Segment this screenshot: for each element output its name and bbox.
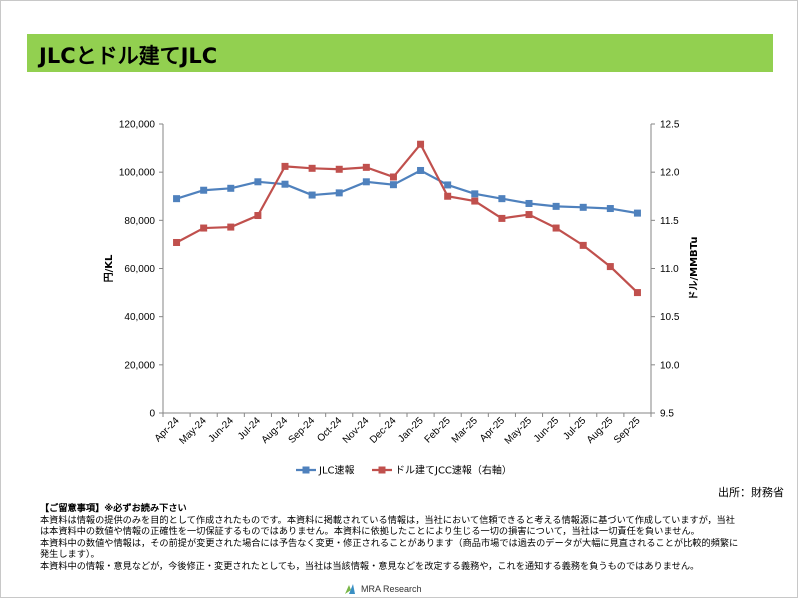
legend: JLC速報 ドル建てJCC速報（右軸） bbox=[296, 464, 512, 477]
x-tick-label: Jun-24 bbox=[206, 415, 236, 445]
data-point bbox=[335, 189, 343, 197]
data-point bbox=[525, 199, 533, 207]
x-tick-label: May-24 bbox=[177, 415, 209, 447]
x-tick-label: Jan-25 bbox=[396, 415, 426, 445]
title-bar: JLCとドル建てJLC bbox=[27, 34, 773, 72]
page-title: JLCとドル建てJLC bbox=[39, 44, 218, 68]
x-tick-label: May-25 bbox=[503, 415, 535, 447]
data-point bbox=[579, 203, 587, 211]
data-point bbox=[308, 191, 316, 199]
disclaimer-line: 本資料は情報の提供のみを目的として作成されたものです。本資料に掲載されている情報… bbox=[40, 514, 735, 526]
left-tick-label: 0 bbox=[149, 409, 155, 420]
disclaimer-line: 本資料中の情報・意見などが，今後修正・変更されたとしても，当社は当該情報・意見な… bbox=[40, 560, 700, 572]
x-tick-label: Mar-25 bbox=[450, 415, 480, 445]
data-point bbox=[227, 223, 235, 231]
left-axis-ticks: 0 20,000 40,000 60,000 80,000 100,000 120,000 bbox=[119, 120, 163, 420]
data-point bbox=[362, 163, 370, 171]
legend-label: ドル建てJCC速報（右軸） bbox=[395, 464, 512, 477]
x-tick-label: Oct-24 bbox=[315, 415, 344, 444]
disclaimer-line: 発生します）。 bbox=[40, 549, 100, 561]
x-tick-label: Sep-24 bbox=[287, 415, 318, 446]
data-point bbox=[633, 209, 641, 217]
x-tick-label: Nov-24 bbox=[341, 415, 372, 446]
data-point bbox=[254, 178, 262, 186]
data-point bbox=[362, 178, 370, 186]
x-tick-label: Dec-24 bbox=[368, 415, 399, 446]
data-point bbox=[498, 195, 506, 203]
right-axis-title: ドル/MMBTu bbox=[688, 236, 700, 300]
data-point bbox=[552, 202, 560, 210]
data-point bbox=[173, 238, 181, 246]
data-point bbox=[200, 224, 208, 232]
legend-marker bbox=[302, 466, 310, 474]
disclaimer-line: 本資料中の数値や情報は，その前提が変更された場合には予告なく変更・修正されること… bbox=[40, 537, 739, 549]
right-axis-ticks: 9.5 10.0 10.5 11.0 11.5 12.0 12.5 bbox=[651, 120, 680, 420]
data-point bbox=[389, 181, 397, 189]
x-tick-label: Jun-25 bbox=[532, 415, 562, 445]
data-point bbox=[606, 263, 614, 271]
right-tick-label: 12.5 bbox=[660, 120, 680, 131]
series-layer bbox=[173, 140, 641, 297]
right-tick-label: 10.0 bbox=[660, 360, 680, 371]
data-point bbox=[552, 224, 560, 232]
data-point bbox=[579, 241, 587, 249]
data-point bbox=[417, 140, 425, 148]
legend-label: JLC速報 bbox=[318, 465, 355, 477]
data-point bbox=[335, 165, 343, 173]
left-tick-label: 80,000 bbox=[124, 216, 155, 227]
source-note: 出所：財務省 bbox=[718, 486, 784, 499]
data-point bbox=[389, 173, 397, 181]
logo-text: MRA Research bbox=[361, 584, 422, 594]
data-point bbox=[444, 181, 452, 189]
left-tick-label: 40,000 bbox=[124, 312, 155, 323]
right-tick-label: 9.5 bbox=[660, 409, 674, 420]
left-tick-label: 60,000 bbox=[124, 264, 155, 275]
data-point bbox=[281, 162, 289, 170]
x-tick-label: Sep-25 bbox=[612, 415, 643, 446]
disclaimer-line: は本資料中の数値や情報の正確性を一切保証するものではありません。本資料に依拠した… bbox=[40, 526, 700, 538]
data-point bbox=[254, 212, 262, 220]
data-point bbox=[308, 164, 316, 172]
data-point bbox=[498, 214, 506, 222]
right-tick-label: 10.5 bbox=[660, 312, 680, 323]
data-point bbox=[200, 186, 208, 194]
right-tick-label: 12.0 bbox=[660, 168, 680, 179]
data-point bbox=[173, 195, 181, 203]
data-point bbox=[525, 211, 533, 219]
x-tick-label: Aug-25 bbox=[585, 415, 616, 446]
data-point bbox=[444, 192, 452, 200]
right-tick-label: 11.5 bbox=[660, 216, 679, 227]
left-axis-title: 円/KL bbox=[103, 254, 115, 282]
x-tick-label: Aug-24 bbox=[260, 415, 291, 446]
data-point bbox=[606, 205, 614, 213]
data-point bbox=[281, 180, 289, 188]
disclaimer: 【ご留意事項】※必ずお読み下さい 本資料は情報の提供のみを目的として作成されたも… bbox=[40, 503, 770, 573]
data-point bbox=[227, 184, 235, 192]
left-tick-label: 20,000 bbox=[124, 360, 155, 371]
logo-mark-icon bbox=[345, 584, 355, 594]
x-tick-label: Feb-25 bbox=[423, 415, 453, 445]
left-tick-label: 120,000 bbox=[119, 120, 156, 131]
left-tick-label: 100,000 bbox=[119, 168, 156, 179]
series-line bbox=[176, 143, 639, 294]
axes bbox=[162, 124, 652, 414]
data-point bbox=[471, 190, 479, 198]
data-point bbox=[471, 197, 479, 205]
disclaimer-heading: 【ご留意事項】※必ずお読み下さい bbox=[40, 503, 187, 514]
legend-marker bbox=[378, 466, 386, 474]
data-point bbox=[417, 166, 425, 174]
data-point bbox=[633, 289, 641, 297]
right-tick-label: 11.0 bbox=[660, 264, 679, 275]
series-line bbox=[176, 169, 638, 215]
company-logo: MRA Research bbox=[343, 582, 422, 596]
